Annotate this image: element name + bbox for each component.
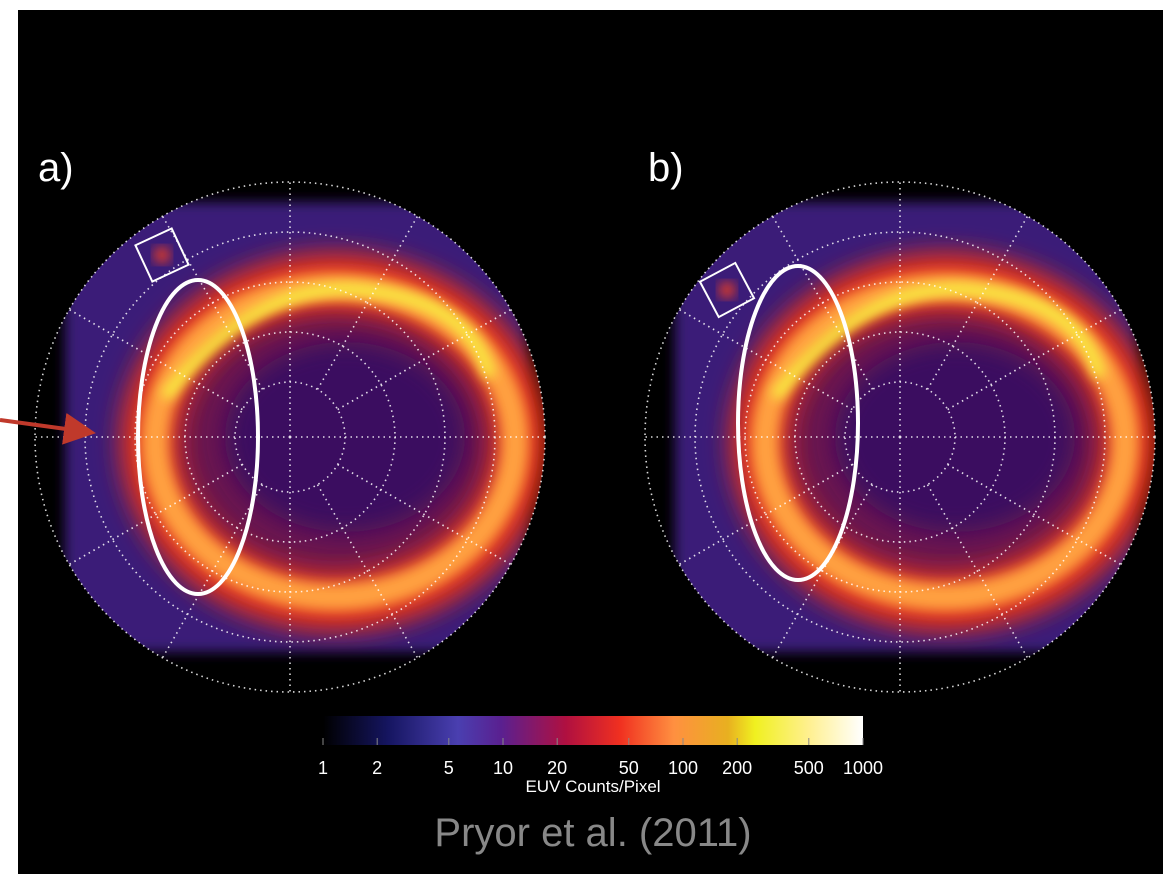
grid-spoke xyxy=(947,308,1122,411)
polar-panel: a) xyxy=(34,146,546,693)
colorbar-tick-label: 10 xyxy=(493,758,513,778)
grid-spoke xyxy=(926,484,1029,659)
grid-spoke xyxy=(337,308,512,411)
grid-spoke xyxy=(161,215,264,390)
oval-bright xyxy=(160,282,496,401)
polar-panel: b) xyxy=(644,146,1156,693)
aurora-image xyxy=(675,202,1155,652)
grid-spoke xyxy=(316,484,419,659)
colorbar-tick-label: 500 xyxy=(794,758,824,778)
colorbar-tick-label: 1000 xyxy=(843,758,883,778)
arrow xyxy=(0,412,96,445)
grid-spoke xyxy=(316,215,419,390)
panel-label: a) xyxy=(38,146,74,190)
colorbar-tick-label: 200 xyxy=(722,758,752,778)
grid-spoke xyxy=(678,463,853,566)
grid-spoke xyxy=(161,484,264,659)
grid-spoke xyxy=(926,215,1029,390)
highlight-box xyxy=(698,261,756,319)
colorbar-ticks: 1 2 5 10 20 50 100 200 500 1000 xyxy=(318,738,883,778)
grid-spoke xyxy=(68,463,243,566)
grid-circle xyxy=(644,181,1156,693)
grid-spoke xyxy=(771,484,874,659)
colorbar-tick-label: 50 xyxy=(619,758,639,778)
grid-spoke xyxy=(678,308,853,411)
grid-spoke xyxy=(771,215,874,390)
grid-circle xyxy=(34,181,546,693)
grid-spoke xyxy=(68,308,243,411)
grid-spoke xyxy=(947,463,1122,566)
spot xyxy=(154,247,170,263)
oval-bright xyxy=(770,282,1106,401)
highlight-ellipse xyxy=(736,264,860,582)
highlight-ellipse xyxy=(136,278,260,596)
colorbar-tick-label: 1 xyxy=(318,758,328,778)
spot xyxy=(719,282,735,298)
colorbar-label: EUV Counts/Pixel xyxy=(525,777,660,796)
panels: a) b) xyxy=(34,146,1156,693)
colorbar-tick-label: 5 xyxy=(444,758,454,778)
highlight-box xyxy=(134,227,190,283)
colorbar xyxy=(323,716,863,745)
aurora-image xyxy=(65,202,545,652)
grid-spoke xyxy=(337,463,512,566)
colorbar-tick-label: 100 xyxy=(668,758,698,778)
panel-label: b) xyxy=(648,146,684,190)
colorbar-tick-label: 2 xyxy=(372,758,382,778)
colorbar-tick-label: 20 xyxy=(547,758,567,778)
credit: Pryor et al. (2011) xyxy=(434,811,751,855)
